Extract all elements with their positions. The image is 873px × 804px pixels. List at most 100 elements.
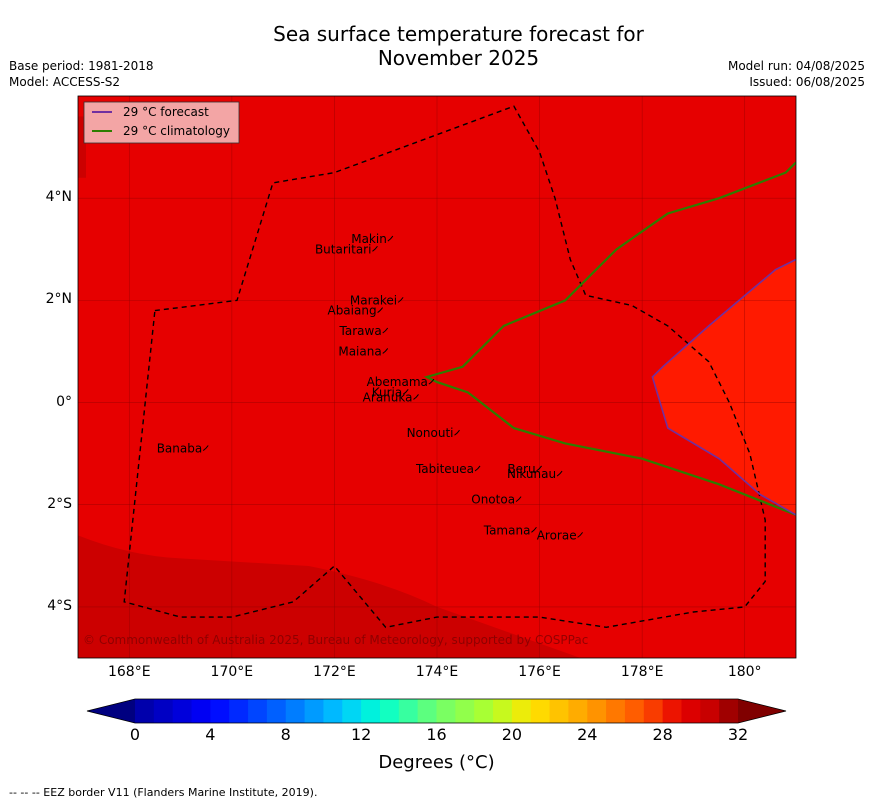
title-line-2: November 2025 xyxy=(377,46,540,70)
island-marker xyxy=(531,526,537,533)
meta-right: Model run: 04/08/2025 Issued: 06/08/2025 xyxy=(728,58,865,90)
colorbar-outline xyxy=(86,698,787,724)
issued-date: Issued: 06/08/2025 xyxy=(749,75,865,89)
model-run: Model run: 04/08/2025 xyxy=(727,59,865,73)
island-marker xyxy=(536,465,542,472)
colorbar-cell xyxy=(719,699,739,723)
colorbar-cell xyxy=(643,699,664,723)
island-label: Abaiang xyxy=(327,304,376,318)
island-marker xyxy=(454,429,460,436)
meta-left: Base period: 1981-2018 Model: ACCESS-S2 xyxy=(9,58,154,90)
island-label: Kuria xyxy=(372,385,403,399)
colorbar-cell xyxy=(606,699,626,723)
x-tick-label: 180° xyxy=(727,664,762,680)
y-tick-label: 0° xyxy=(56,393,72,410)
legend-label-climatology: 29 °C climatology xyxy=(123,124,230,138)
island-marker xyxy=(202,445,209,451)
colorbar-tick-label: 20 xyxy=(501,725,523,744)
colorbar-cell xyxy=(361,699,381,723)
colorbar-cell xyxy=(549,699,569,723)
colorbar-cell xyxy=(229,699,249,723)
island-label: Butaritari xyxy=(315,242,372,256)
island-marker xyxy=(382,327,389,334)
island-marker xyxy=(397,297,404,303)
colorbar-label: Degrees (°C) xyxy=(378,752,495,773)
colorbar-cell xyxy=(248,699,268,723)
title-line-1: Sea surface temperature forecast for xyxy=(273,22,644,46)
model-name: Model: ACCESS-S2 xyxy=(9,75,121,89)
island-label: Marakei xyxy=(350,293,397,307)
island-marker xyxy=(515,496,522,503)
x-tick-label: 168°E xyxy=(107,664,151,680)
colorbar-cell xyxy=(304,699,324,723)
island-label: Tabiteuea xyxy=(415,462,474,476)
colorbar-cell xyxy=(474,699,494,723)
island-marker xyxy=(382,348,389,354)
colorbar-cell xyxy=(587,699,607,723)
island-marker xyxy=(428,378,435,385)
colorbar-cell xyxy=(285,699,306,723)
colorbar-tick-label: 32 xyxy=(727,725,749,744)
island-marker xyxy=(387,235,394,242)
island-marker xyxy=(377,307,384,313)
sst-fill-31 xyxy=(78,535,581,658)
island-label: Nikunau xyxy=(507,467,556,481)
colorbar-tick-label: 12 xyxy=(350,725,372,744)
island-marker xyxy=(556,470,563,477)
colorbar-cell xyxy=(153,699,174,723)
colorbar-tick-label: 24 xyxy=(577,725,598,744)
colorbar-cell xyxy=(568,699,588,723)
colorbar-cell xyxy=(135,699,155,723)
colorbar-cell xyxy=(191,699,211,723)
colorbar-tick-label: 16 xyxy=(426,725,447,744)
island-label: Maiana xyxy=(338,344,381,358)
y-tick-label: 4°S xyxy=(47,597,72,614)
colorbar-cell xyxy=(511,699,532,723)
colorbar-cell xyxy=(379,699,400,723)
island-label: Beru xyxy=(507,462,535,476)
colorbar-cell xyxy=(417,699,437,723)
colorbar-cell xyxy=(398,699,419,723)
colorbar-cell xyxy=(662,699,682,723)
eez-footnote: -- -- -- EEZ border V11 (Flanders Marine… xyxy=(9,786,318,799)
colorbar-tick-label: 8 xyxy=(280,725,291,744)
colorbar-cell xyxy=(436,699,456,723)
colorbar-cell xyxy=(493,699,513,723)
sst-fill-31-edge xyxy=(78,116,86,178)
colorbar-cell xyxy=(210,699,230,723)
y-tick-label: 4°N xyxy=(45,189,72,206)
y-tick-label: 2°N xyxy=(45,291,72,308)
legend-box xyxy=(83,101,240,144)
colorbar-cell xyxy=(172,699,193,723)
x-tick-label: 172°E xyxy=(313,664,356,680)
copyright-text: © Commonwealth of Australia 2025, Bureau… xyxy=(83,633,588,647)
island-marker xyxy=(474,465,481,472)
colorbar xyxy=(86,698,787,724)
base-period: Base period: 1981-2018 xyxy=(9,59,154,73)
island-label: Abemama xyxy=(367,375,428,389)
colorbar-tick-label: 28 xyxy=(652,725,673,744)
x-tick-label: 170°E xyxy=(210,664,254,680)
colorbar-under-arrow xyxy=(87,699,135,723)
colorbar-tick-label: 4 xyxy=(205,725,216,744)
eez-border-line xyxy=(123,105,766,629)
x-tick-label: 176°E xyxy=(518,664,561,680)
colorbar-cell xyxy=(681,699,701,723)
island-label: Tarawa xyxy=(339,324,382,338)
island-label: Makin xyxy=(351,232,387,246)
map-frame xyxy=(77,95,797,659)
island-label: Banaba xyxy=(157,442,203,456)
y-tick-label: 2°S xyxy=(47,495,72,512)
legend-label-forecast: 29 °C forecast xyxy=(123,105,209,119)
climatology-29c-line xyxy=(423,161,796,516)
colorbar-cell xyxy=(455,699,475,723)
colorbar-cell xyxy=(624,699,645,723)
colorbar-cell xyxy=(323,699,343,723)
island-marker xyxy=(413,394,419,400)
colorbar-over-arrow xyxy=(738,699,786,723)
x-tick-label: 178°E xyxy=(620,664,664,680)
island-label: Tamana xyxy=(483,523,531,537)
forecast-29c-line xyxy=(651,258,796,516)
